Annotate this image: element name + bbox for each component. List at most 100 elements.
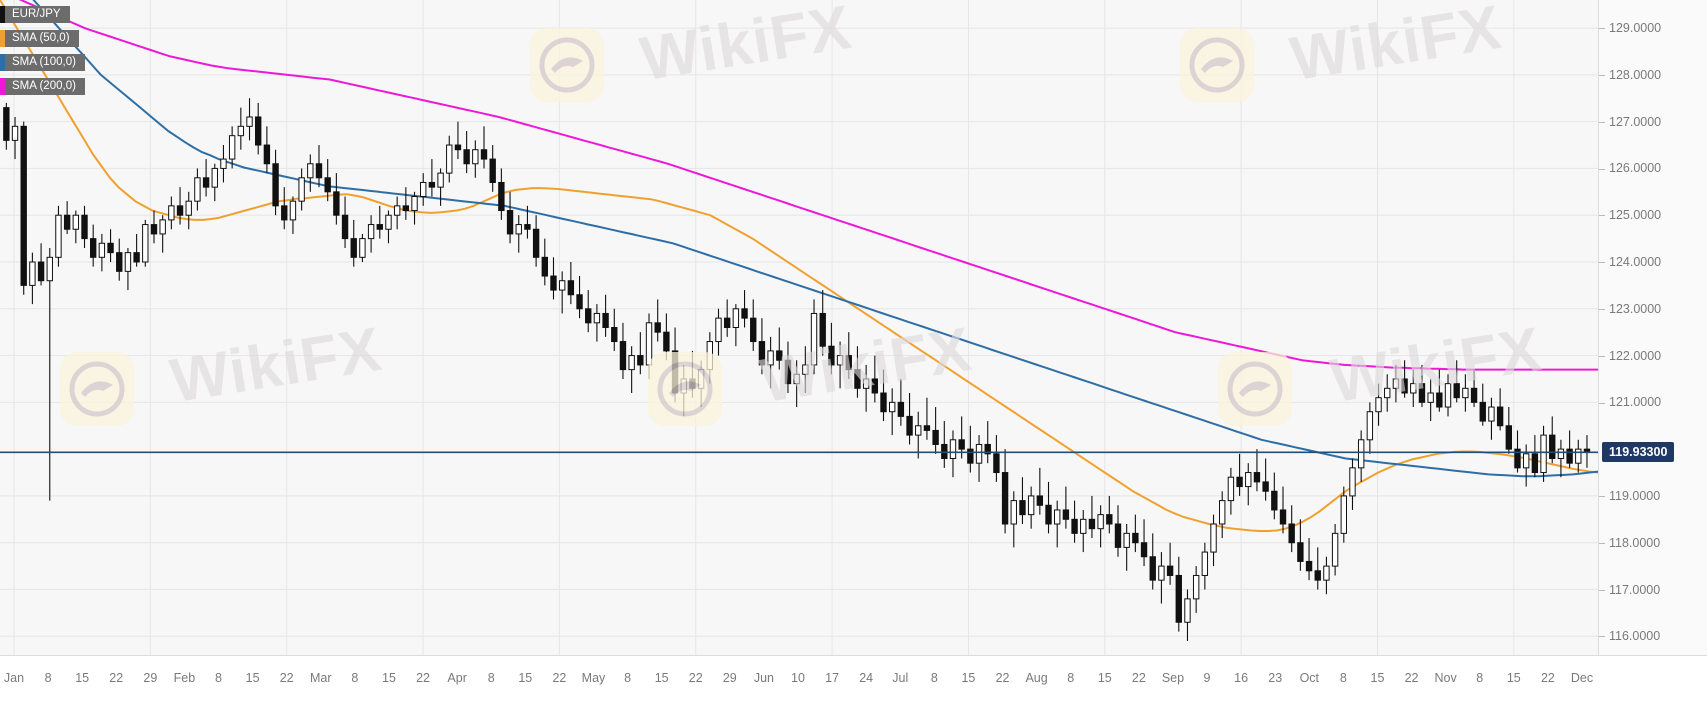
date-tick-label: Oct [1299, 671, 1320, 685]
candle-body [55, 214, 62, 258]
candle-body [1019, 500, 1026, 516]
candle-body [29, 261, 36, 286]
candle-body [628, 355, 635, 371]
candle-body [776, 350, 783, 361]
date-tick-label: 22 [688, 671, 703, 685]
candle-body [1054, 509, 1061, 525]
date-tick-label: 9 [1203, 671, 1211, 685]
candle-body [654, 322, 661, 333]
candle-body [116, 252, 123, 272]
date-tick-label: Jan [3, 671, 25, 685]
tick-mark [1599, 168, 1605, 170]
price-tick: 119.0000 [1599, 489, 1660, 503]
candle-body [1245, 472, 1252, 488]
tick-mark [1599, 215, 1605, 217]
candle-body [593, 312, 601, 324]
candle-body [1027, 495, 1035, 516]
chart-plot-area[interactable] [0, 0, 1598, 655]
candle-body [133, 252, 140, 263]
legend-label-symbol: EUR/JPY [5, 6, 70, 23]
candle-body [810, 312, 818, 366]
candle-body [307, 163, 314, 179]
candle-body [845, 355, 852, 371]
price-tick-label: 116.0000 [1609, 629, 1661, 644]
candle-body [1549, 434, 1556, 460]
candle-body [1201, 551, 1209, 576]
date-tick-label: Dec [1570, 671, 1594, 685]
candle-body [472, 149, 479, 165]
date-tick-label: Mar [310, 671, 332, 685]
candle-body [20, 125, 27, 286]
legend-item-sma100[interactable]: SMA (100,0) [0, 54, 85, 71]
tick-mark [1599, 542, 1605, 544]
candle-body [802, 364, 809, 375]
candle-body [1331, 532, 1339, 567]
date-tick-label: 17 [825, 671, 840, 685]
candle-body [576, 294, 583, 310]
date-tick-label: 15 [1097, 671, 1112, 685]
candle-body [1149, 556, 1156, 581]
candle-body [1001, 472, 1009, 525]
candle-body [984, 443, 991, 455]
candle-body [750, 317, 757, 343]
candle-body [906, 415, 913, 436]
date-axis[interactable]: Jan 8 15 22 29 Feb 8 15 22 Mar 8 15 22 Apr 8 15 22 May 8 15… [0, 655, 1707, 713]
candle-body [949, 439, 957, 459]
candle-body [1531, 453, 1539, 474]
candle-body [159, 219, 166, 235]
candle-body [1062, 509, 1070, 520]
candle-body [1080, 518, 1087, 534]
date-tick-label: 22 [1131, 671, 1146, 685]
candle-body [1505, 425, 1513, 450]
candle-body [1279, 509, 1287, 525]
legend-label-sma50: SMA (50,0) [5, 30, 79, 47]
candle-body [498, 181, 505, 212]
candle-body [1540, 434, 1547, 474]
candle-body [541, 256, 548, 277]
candle-body [350, 238, 357, 258]
legend-item-symbol[interactable]: EUR/JPY [0, 6, 85, 23]
price-tick-label: 122.0000 [1609, 348, 1662, 363]
tick-mark [1599, 121, 1605, 123]
candle-body [437, 172, 444, 188]
candle-body [1123, 532, 1130, 548]
candle-body [1097, 514, 1104, 530]
legend-item-sma50[interactable]: SMA (50,0) [0, 30, 85, 47]
candle-body [550, 275, 557, 291]
price-axis[interactable]: 119.93300 129.0000 128.0000 127.0000 126.00… [1598, 0, 1707, 655]
candle-body [558, 280, 566, 291]
price-tick: 116.0000 [1599, 629, 1660, 643]
candle-body [1045, 504, 1052, 525]
candle-body [37, 261, 45, 282]
date-tick-label: May [581, 671, 606, 685]
candle-body [671, 350, 679, 394]
candle-body [915, 425, 922, 436]
candle-body [272, 163, 279, 207]
candle-body [1166, 565, 1174, 576]
candle-body [107, 242, 114, 254]
candle-body [1418, 383, 1426, 403]
candle-body [1340, 495, 1347, 534]
chart-legend: EUR/JPY SMA (50,0) SMA (100,0) SMA (200,0) [0, 6, 85, 102]
candle-body [1384, 387, 1391, 399]
price-tick-label: 128.0000 [1609, 67, 1662, 82]
candle-body [1071, 518, 1078, 534]
tick-mark [1599, 402, 1605, 404]
candle-body [1357, 439, 1365, 469]
candle-body [1392, 378, 1400, 389]
candle-body [1192, 574, 1200, 600]
date-tick-label: Sep [1161, 671, 1185, 685]
candle-body [324, 177, 331, 193]
candle-body [888, 401, 896, 413]
candle-body [420, 181, 427, 197]
candle-body [402, 205, 410, 212]
candle-body [289, 200, 297, 221]
date-tick-label: 22 [1540, 671, 1555, 685]
candle-body [81, 214, 88, 240]
price-tick: 128.0000 [1599, 68, 1661, 82]
candle-body [1297, 542, 1304, 562]
candle-body [454, 144, 462, 151]
legend-item-sma200[interactable]: SMA (200,0) [0, 78, 85, 95]
date-tick-label: 15 [961, 671, 976, 685]
price-tick-label: 125.0000 [1609, 208, 1662, 223]
